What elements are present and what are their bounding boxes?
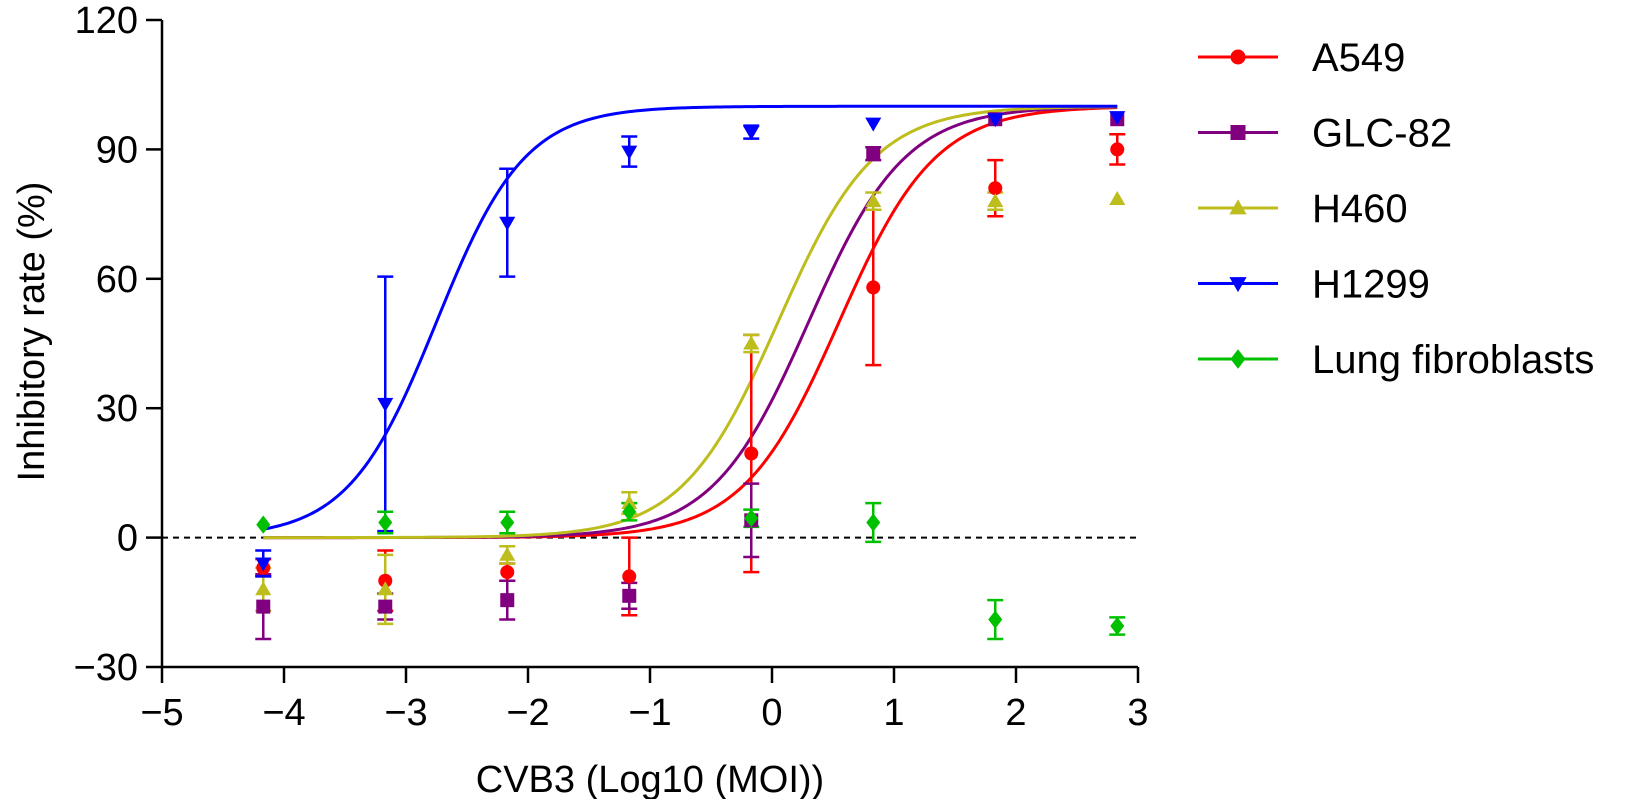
data-point-a549 (378, 573, 393, 588)
data-point-a549 (988, 181, 1003, 196)
y-axis-title: Inhibitory rate (%) (11, 182, 53, 482)
data-point-h1299 (621, 145, 638, 160)
x-tick-label: −4 (262, 692, 305, 734)
data-point-a549 (622, 569, 637, 584)
data-point-h460 (743, 335, 760, 350)
data-point-glc-82 (500, 593, 515, 608)
data-point-h1299 (377, 397, 394, 412)
axes-layer: −30 0 30 60 90 120 −5 −4 −3 −2 −1 0 1 2 3 (74, 0, 1149, 734)
legend-marker-h460 (1229, 199, 1247, 215)
legend-marker-h1299 (1229, 277, 1247, 293)
x-tick-label: 2 (1005, 692, 1026, 734)
data-point-h460 (621, 495, 638, 510)
x-tick-label: 1 (883, 692, 904, 734)
legend-marker-glc-82 (1230, 125, 1246, 140)
data-point-h1299 (255, 557, 272, 572)
legend: A549 GLC-82 H460 H1299 Lung fibroblasts (1198, 36, 1594, 382)
data-point-lung-fibroblasts (256, 515, 271, 534)
data-point-glc-82 (866, 146, 881, 161)
data-point-h1299 (1109, 111, 1126, 126)
data-point-h460 (1109, 190, 1126, 205)
legend-label-h1299: H1299 (1312, 263, 1430, 307)
data-point-lung-fibroblasts (378, 513, 393, 532)
y-tick-label: 60 (96, 259, 138, 301)
y-tick-label: 0 (117, 518, 138, 560)
data-points-layer (255, 111, 1126, 636)
legend-marker-a549 (1230, 49, 1246, 65)
fit-curve-a549 (263, 106, 1118, 540)
data-point-lung-fibroblasts (744, 509, 759, 528)
data-point-glc-82 (256, 599, 271, 614)
data-point-a549 (500, 565, 515, 580)
data-point-h1299 (865, 117, 882, 132)
legend-label-lung-fibroblasts: Lung fibroblasts (1312, 338, 1594, 382)
legend-marker-lung-fibroblasts (1230, 349, 1246, 369)
data-point-h460 (377, 581, 394, 596)
data-point-glc-82 (622, 588, 637, 603)
x-tick-label: −5 (140, 692, 183, 734)
x-tick-label: −3 (384, 692, 427, 734)
fit-curve-glc-82 (263, 105, 1118, 540)
data-point-lung-fibroblasts (866, 513, 881, 532)
x-tick-label: −2 (506, 692, 549, 734)
x-axis-title: CVB3 (Log10 (MOI)) (476, 759, 824, 799)
data-point-lung-fibroblasts (988, 610, 1003, 629)
data-point-a549 (1110, 142, 1125, 157)
y-tick-label: −30 (74, 647, 138, 689)
legend-label-h460: H460 (1312, 187, 1408, 231)
data-point-lung-fibroblasts (622, 502, 637, 521)
x-tick-label: −1 (628, 692, 671, 734)
data-point-h460 (255, 581, 272, 596)
y-tick-label: 120 (75, 0, 138, 42)
data-point-glc-82 (378, 599, 393, 614)
data-point-h460 (987, 193, 1004, 208)
data-point-h1299 (743, 126, 760, 141)
data-point-a549 (744, 446, 759, 461)
fit-curves-layer (262, 104, 1118, 540)
data-point-h460 (499, 546, 516, 561)
data-point-a549 (866, 280, 881, 295)
data-point-lung-fibroblasts (500, 513, 515, 532)
y-tick-label: 90 (96, 129, 138, 171)
y-tick-label: 30 (96, 388, 138, 430)
data-point-h1299 (499, 216, 516, 231)
data-point-h1299 (987, 113, 1004, 128)
legend-label-glc-82: GLC-82 (1312, 112, 1452, 156)
x-tick-label: 0 (761, 692, 782, 734)
fit-curve-h1299 (262, 104, 1118, 531)
x-tick-label: 3 (1127, 692, 1148, 734)
data-point-lung-fibroblasts (1110, 616, 1125, 636)
fit-curve-h460 (263, 105, 1118, 540)
legend-label-a549: A549 (1312, 36, 1405, 80)
data-point-h460 (865, 193, 882, 208)
